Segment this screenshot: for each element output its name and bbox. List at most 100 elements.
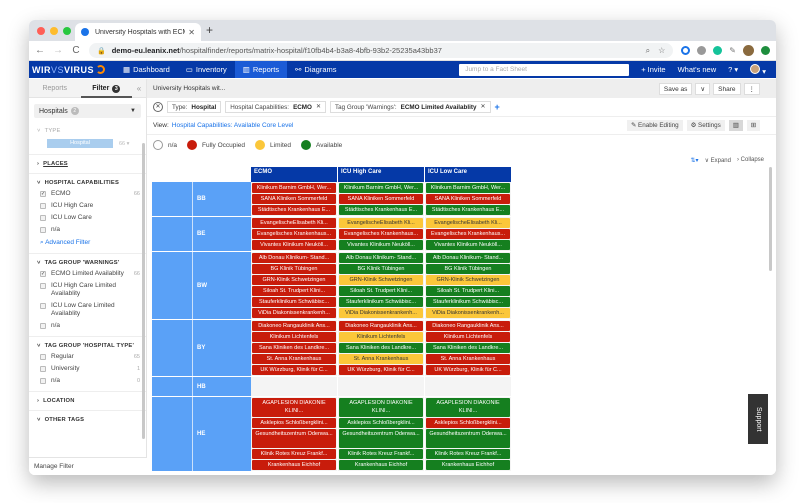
filter-option-regular[interactable]: Regular 65 <box>37 351 140 363</box>
hospital-card[interactable]: UK Würzburg, Klinik für C... <box>339 365 423 375</box>
type-hospital-pill[interactable]: Hospital <box>47 139 113 148</box>
hospital-card[interactable]: GRN-Klinik Schwetzingen <box>252 275 336 285</box>
checkbox[interactable] <box>40 354 46 360</box>
hospital-card[interactable]: Klinikum Lichtenfels <box>339 332 423 342</box>
hospital-card[interactable]: Gesundheitszentrum Odenwa... <box>426 429 510 448</box>
hospital-card[interactable]: UK Würzburg, Klinik für C... <box>252 365 336 375</box>
hospital-card[interactable]: Vivantes Klinikum Neuköll... <box>426 240 510 250</box>
filter-option-icu-low-care[interactable]: ICU Low Care <box>37 212 140 224</box>
sidebar-scrollbar[interactable] <box>142 143 145 439</box>
save-as-dropdown[interactable]: ∨ <box>695 82 711 95</box>
support-button[interactable]: Support <box>748 394 768 444</box>
hospital-card[interactable]: Asklepios Schloßbergklini... <box>339 418 423 428</box>
tab-close-icon[interactable]: ✕ <box>188 27 195 37</box>
hospital-card[interactable]: SANA Kliniken Sommerfeld <box>252 194 336 204</box>
hospital-card[interactable]: Evangelisches Krankenhaus... <box>426 229 510 239</box>
filter-option-na[interactable]: n/a 0 <box>37 375 140 387</box>
hospital-card[interactable]: BG Klinik Tübingen <box>426 264 510 274</box>
hospital-card[interactable]: Diakoneo Rangauklinik Ans... <box>339 321 423 331</box>
eyedropper-icon[interactable]: ✎ <box>729 46 736 55</box>
filter-chip-warnings[interactable]: Tag Group 'Warnings': ECMO Limited Availa… <box>330 101 491 113</box>
other-tags-section-header[interactable]: ˅ OTHER TAGS <box>37 417 85 423</box>
back-icon[interactable]: ← <box>35 45 45 56</box>
hospital-card[interactable]: Gesundheitszentrum Odenwa... <box>339 429 423 448</box>
hospital-card[interactable]: Siloah St. Trudpert Klini... <box>339 286 423 296</box>
add-filter-button[interactable]: + <box>494 102 500 112</box>
factsheet-type-select[interactable]: Hospitals 2 ▼ <box>34 104 141 118</box>
collapse-sidebar-button[interactable]: « <box>136 83 142 93</box>
whats-new-button[interactable]: What's new <box>677 65 717 74</box>
extension-icon[interactable] <box>681 46 691 55</box>
reload-icon[interactable]: C <box>72 45 80 56</box>
hospital-card[interactable]: Städtisches Krankenhaus E... <box>252 205 336 215</box>
checkbox[interactable] <box>40 366 46 372</box>
manage-filter-button[interactable]: Manage Filter <box>29 457 147 475</box>
checkbox[interactable] <box>40 378 46 384</box>
hospital-card[interactable]: Alb Donau Klinikum- Stand... <box>339 253 423 263</box>
view-selector-link[interactable]: Hospital Capabilities: Available Core Le… <box>171 122 294 129</box>
extension-icon[interactable] <box>761 46 770 55</box>
url-field[interactable]: 🔒 demo-eu.leanix.net /hospitalfinder/rep… <box>89 43 674 58</box>
table-view-toggle[interactable]: ⊞ <box>746 120 760 131</box>
checkbox[interactable] <box>40 303 46 309</box>
hospital-card[interactable]: Diakoneo Rangauklinik Ans... <box>426 321 510 331</box>
hospital-card[interactable]: GRN-Klinik Schwetzingen <box>426 275 510 285</box>
capabilities-section-header[interactable]: ˅ HOSPITAL CAPABILITIES <box>37 180 120 186</box>
filter-option-icu-high-limited[interactable]: ICU High Care Limited Availablity <box>37 280 140 300</box>
hospital-card[interactable]: St. Anna Krankenhaus <box>339 354 423 364</box>
hospital-card[interactable]: Asklepios Schloßbergklini... <box>426 418 510 428</box>
hospital-card[interactable]: Stauferklinikum Schwäbisc... <box>426 297 510 307</box>
hospital-card[interactable]: EvangelischeElisabeth Kli... <box>252 218 336 228</box>
hospital-card[interactable]: Sana Kliniken des Landkre... <box>339 343 423 353</box>
browser-tab[interactable]: University Hospitals with ECMO ✕ <box>75 23 201 41</box>
breadcrumb[interactable]: University Hospitals wit... <box>153 85 226 92</box>
hospital-type-section-header[interactable]: ˅ TAG GROUP 'HOSPITAL TYPE' <box>37 343 135 349</box>
hospital-card[interactable]: Siloah St. Trudpert Klini... <box>252 286 336 296</box>
filter-option-ecmo[interactable]: ✓ ECMO 66 <box>40 190 140 197</box>
hospital-card[interactable]: ViDia Diakonissenkrankenh... <box>252 308 336 318</box>
invite-button[interactable]: + Invite <box>641 65 666 74</box>
hospital-card[interactable]: UK Würzburg, Klinik für C... <box>426 365 510 375</box>
collapse-button[interactable]: › Collapse <box>736 157 764 163</box>
hospital-card[interactable]: Diakoneo Rangauklinik Ans... <box>252 321 336 331</box>
checkbox[interactable] <box>40 215 46 221</box>
hospital-card[interactable]: Klinikum Lichtenfels <box>426 332 510 342</box>
profile-avatar[interactable] <box>743 45 754 56</box>
hospital-card[interactable]: AGAPLESION DIAKONIE KLINI... <box>426 398 510 417</box>
expand-button[interactable]: ∨ Expand <box>704 158 731 164</box>
minimize-window-button[interactable] <box>50 27 58 35</box>
share-button[interactable]: Share <box>713 82 741 95</box>
advanced-filter-link[interactable]: ⌕ Advanced Filter <box>40 239 91 246</box>
main-scrollbar[interactable] <box>769 167 772 271</box>
close-window-button[interactable] <box>37 27 45 35</box>
hospital-card[interactable]: Sana Kliniken des Landkre... <box>426 343 510 353</box>
hospital-card[interactable]: Krankenhaus Eichhof <box>252 460 336 470</box>
logo[interactable]: WIR VS VIRUS <box>29 65 115 75</box>
chart-view-toggle[interactable]: ▥ <box>728 120 743 131</box>
hospital-card[interactable]: Klinikum Barnim GmbH, Wer... <box>426 183 510 193</box>
hospital-card[interactable]: Krankenhaus Eichhof <box>339 460 423 470</box>
hospital-card[interactable]: AGAPLESION DIAKONIE KLINI... <box>252 398 336 417</box>
filter-option-ecmo-limited[interactable]: ✓ ECMO Limited Availablity 66 <box>40 270 140 277</box>
hospital-card[interactable]: Stauferklinikum Schwäbisc... <box>339 297 423 307</box>
warnings-section-header[interactable]: ˅ TAG GROUP 'WARNINGS' <box>37 260 120 266</box>
maximize-window-button[interactable] <box>63 27 71 35</box>
filter-option-icu-low-limited[interactable]: ICU Low Care Limited Availablity <box>37 300 140 320</box>
filter-chip-capabilities[interactable]: Hospital Capabilities: ECMO ✕ <box>225 101 326 113</box>
tab-filter[interactable]: Filter 3 <box>80 79 132 98</box>
hospital-card[interactable]: BG Klinik Tübingen <box>339 264 423 274</box>
clear-filters-button[interactable]: ✕ <box>153 102 163 112</box>
hospital-card[interactable]: Klinik Rotes Kreuz Frankf... <box>426 449 510 459</box>
remove-chip-icon[interactable]: ✕ <box>315 104 321 110</box>
hospital-card[interactable]: Klinikum Barnim GmbH, Wer... <box>339 183 423 193</box>
hospital-card[interactable]: Stauferklinikum Schwäbisc... <box>252 297 336 307</box>
filter-chip-type[interactable]: Type: Hospital <box>167 101 222 113</box>
checkbox[interactable] <box>40 203 46 209</box>
hospital-card[interactable]: ViDia Diakonissenkrankenh... <box>426 308 510 318</box>
checkbox[interactable] <box>40 283 46 289</box>
filter-option-na[interactable]: n/a <box>37 320 140 332</box>
hospital-card[interactable]: Alb Donau Klinikum- Stand... <box>426 253 510 263</box>
bookmark-star-icon[interactable]: ☆ <box>658 45 666 55</box>
hospital-card[interactable]: Klinik Rotes Kreuz Frankf... <box>252 449 336 459</box>
filter-option-na[interactable]: n/a <box>37 224 140 236</box>
